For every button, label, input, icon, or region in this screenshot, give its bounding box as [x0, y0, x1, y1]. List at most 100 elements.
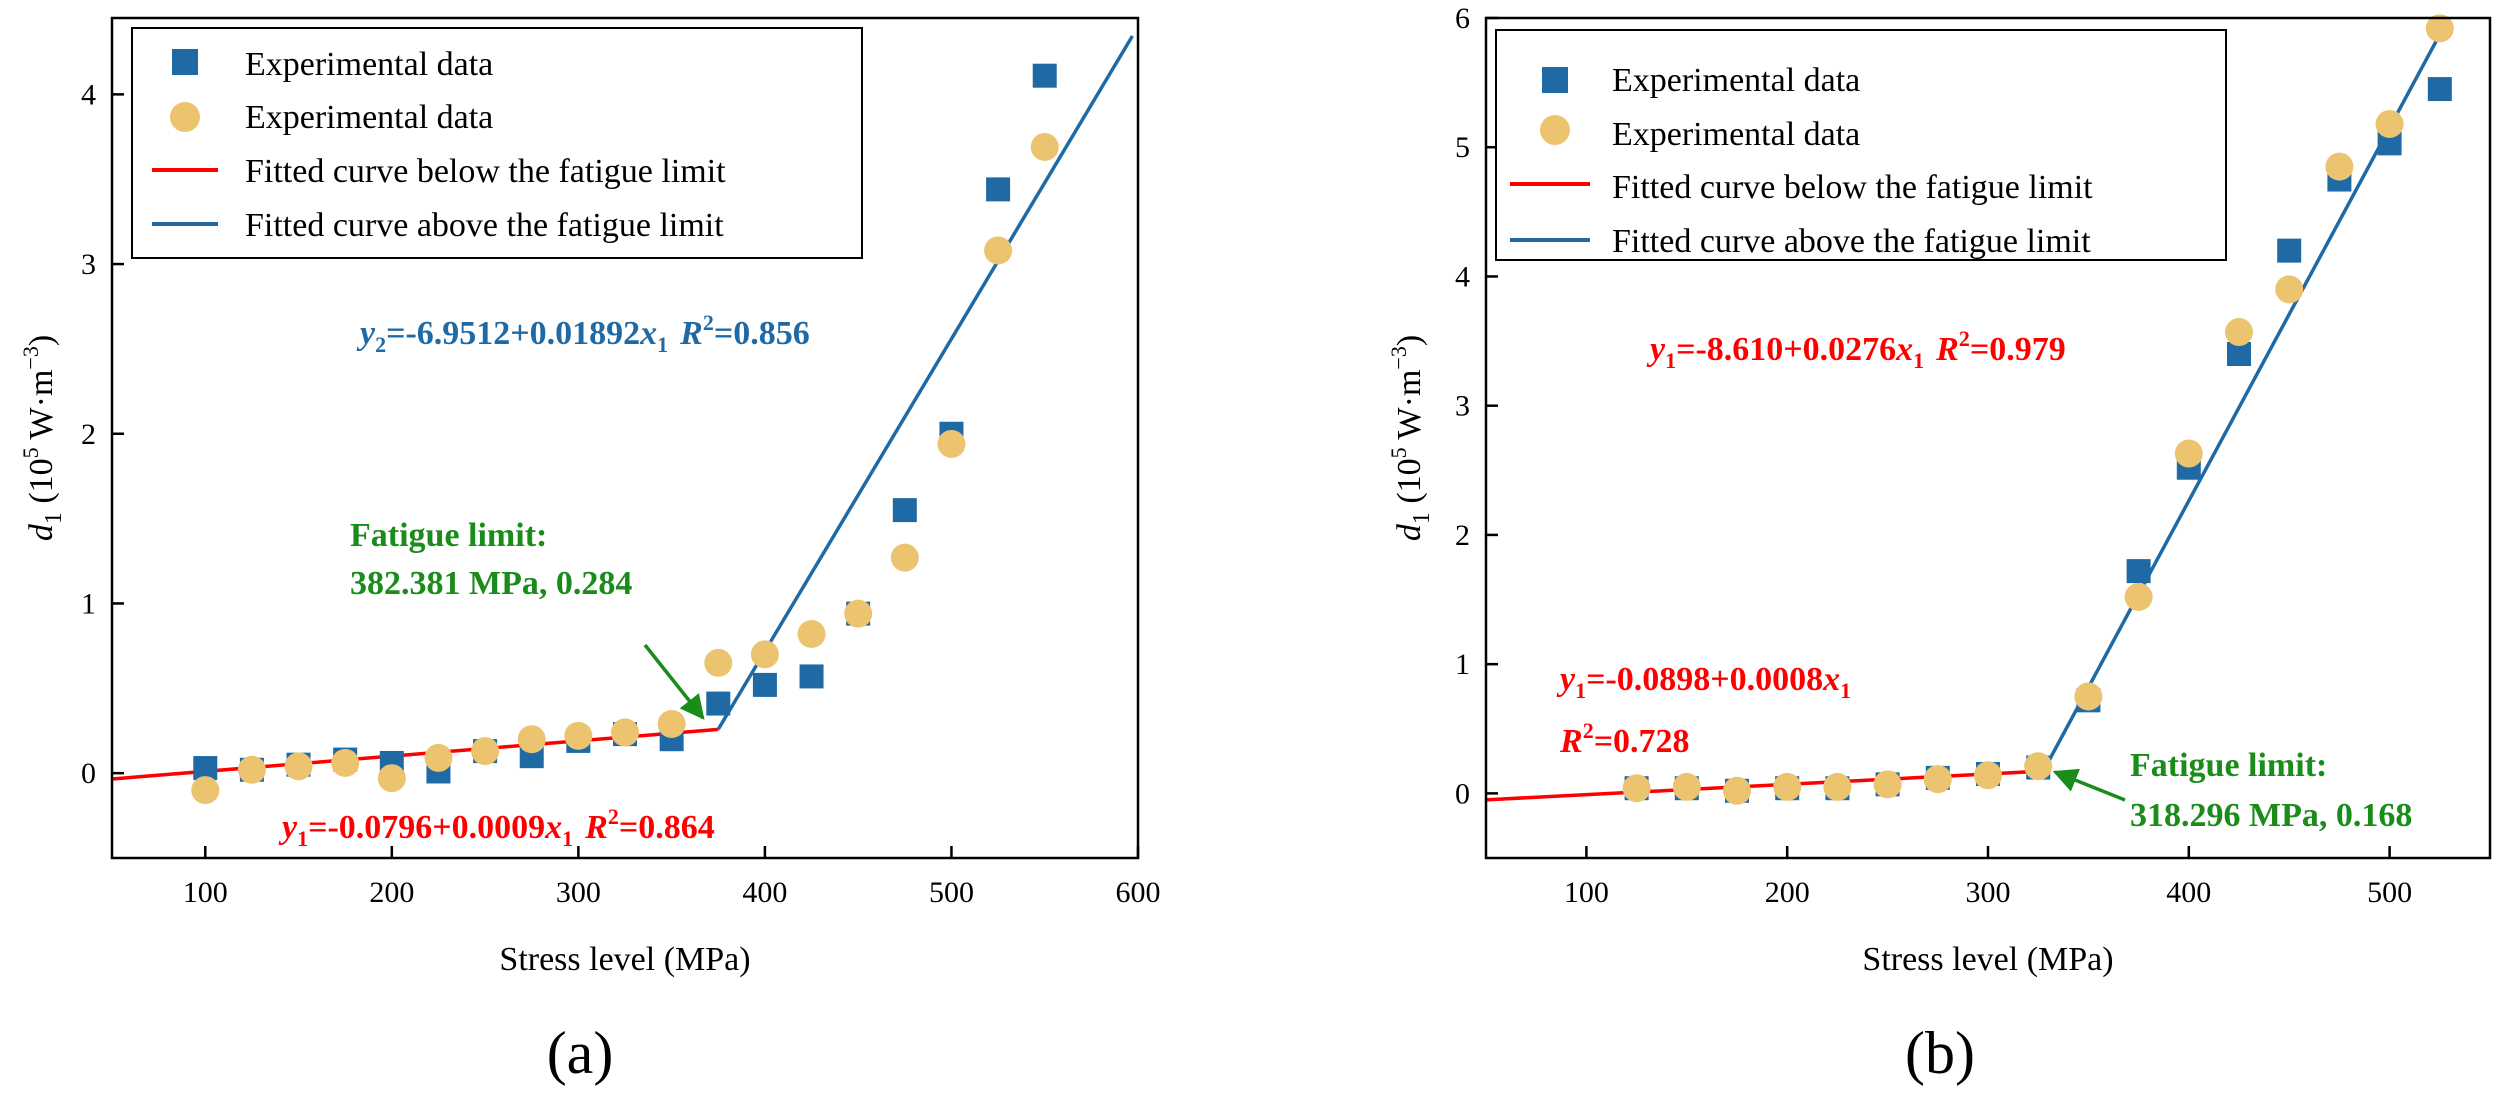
eq-b-up-var: y: [1646, 331, 1666, 368]
point-square-a-11: [706, 691, 731, 716]
point-circle-b-2: [1723, 776, 1751, 805]
legend-marker-square-a: [172, 49, 198, 75]
point-square-b-16: [2427, 77, 2452, 102]
eq-b-up-expr: =-8.610+0.0276: [1676, 331, 1896, 368]
fit-line-a-1: [716, 35, 1134, 731]
point-circle-a-18: [1030, 132, 1059, 161]
x-axis-title-a: Stress level (MPa): [499, 941, 750, 978]
point-circle-a-5: [424, 743, 453, 772]
fatigue-title-a: Fatigue limit:: [350, 517, 547, 554]
fit-line-b-0: [1485, 769, 2045, 802]
equation-upper-b: y1=-8.610+0.0276x1 R2=0.979: [1646, 326, 2066, 373]
eq-a-lo-rsup: 2: [608, 804, 619, 829]
y-title-a-sub: 1: [41, 512, 67, 524]
eq-a-lo-xvar: x: [544, 809, 562, 846]
point-square-b-13: [2277, 238, 2302, 263]
data-points-a: [191, 63, 1059, 805]
point-circle-a-13: [797, 620, 826, 648]
point-circle-b-15: [2375, 109, 2404, 138]
point-circle-b-12: [2225, 318, 2253, 347]
y-title-a-units: (10: [23, 458, 60, 512]
y-title-b-units2: W·m: [1391, 370, 1428, 448]
eq-a-lo-var: y: [278, 809, 298, 846]
y-tick-label-b-0: 0: [1455, 777, 1470, 810]
y-title-a-close: ): [23, 335, 60, 346]
eq-b-lo-rval: =0.728: [1594, 723, 1690, 760]
y-title-b-main: d: [1391, 523, 1428, 541]
y-tick-label-b-2: 2: [1455, 519, 1470, 552]
y-tick-label-b-3: 3: [1455, 390, 1470, 423]
legend-marker-square-b: [1542, 67, 1568, 93]
point-circle-b-14: [2325, 152, 2354, 181]
legend-label-a-2: Fitted curve below the fatigue limit: [245, 153, 726, 190]
point-circle-b-7: [1974, 761, 2002, 790]
legend-label-b-2: Fitted curve below the fatigue limit: [1612, 169, 2093, 206]
fatigue-title-b: Fatigue limit:: [2130, 747, 2327, 784]
point-circle-a-15: [890, 543, 919, 572]
y-tick-label-a-0: 0: [81, 757, 96, 790]
fatigue-arrow-a: [643, 643, 705, 720]
y-axis-ticks-b: 0 1 2 3 4 5 6: [1455, 2, 1498, 810]
point-circle-b-0: [1622, 774, 1651, 803]
point-circle-b-6: [1923, 765, 1952, 794]
point-circle-b-16: [2425, 14, 2454, 43]
y-title-b-exp: 5: [1386, 447, 1411, 458]
point-circle-b-1: [1672, 772, 1701, 801]
eq-a-up-rsup: 2: [703, 310, 714, 335]
x-tick-label-b-0: 100: [1564, 876, 1609, 909]
y-title-b-exp2: −3: [1386, 346, 1411, 369]
eq-a-lo-xsub: 1: [562, 826, 573, 851]
eq-b-up-sub: 1: [1665, 348, 1676, 373]
y-title-a-main: d: [23, 523, 60, 541]
plot-frame-a: [110, 16, 1140, 860]
x-tick-label-b-2: 300: [1966, 876, 2011, 909]
panel-label-b: (b): [1905, 1020, 1975, 1086]
y-tick-label-a-4: 4: [81, 78, 96, 111]
eq-b-lo-sub: 1: [1575, 678, 1586, 703]
point-square-a-13: [799, 664, 824, 689]
legend-label-b-0: Experimental data: [1612, 62, 1860, 99]
y-tick-label-a-2: 2: [81, 418, 96, 451]
eq-a-up-xvar: x: [639, 315, 657, 352]
eq-b-up-rval: =0.979: [1970, 331, 2066, 368]
y-title-b-units: (10: [1391, 458, 1428, 512]
y-tick-label-a-3: 3: [81, 248, 96, 281]
equation-upper-a: y2=-6.9512+0.01892x1 R2=0.856: [356, 310, 810, 357]
y-tick-label-a-1: 1: [81, 587, 96, 620]
point-circle-b-4: [1823, 772, 1852, 801]
point-circle-a-8: [564, 721, 593, 750]
equation-lower-a: y1=-0.0796+0.0009x1 R2=0.864: [278, 804, 715, 851]
eq-b-up-rsup: 2: [1959, 326, 1970, 351]
eq-b-up-xsub: 1: [1913, 348, 1924, 373]
point-square-a-17: [986, 177, 1011, 202]
y-axis-title-b: d1 (105 W·m−3): [1386, 335, 1435, 541]
data-points-b: [1622, 14, 2454, 805]
point-circle-a-2: [284, 752, 313, 781]
legend-a: Experimental data Experimental data Fitt…: [131, 27, 863, 259]
legend-b: Experimental data Experimental data Fitt…: [1495, 29, 2227, 261]
plot-frame-b: [1484, 16, 2492, 860]
eq-b-lo-xsub: 1: [1840, 678, 1851, 703]
point-circle-a-4: [377, 764, 406, 793]
y-tick-label-b-4: 4: [1455, 260, 1470, 293]
chart-panel-a: 100 200 300 400 500 600 0 1 2 3 4 Experimental da…: [18, 16, 1161, 1086]
y-title-a-exp2: −3: [18, 346, 43, 369]
legend-label-b-1: Experimental data: [1612, 116, 1860, 153]
eq-a-lo-sub: 1: [297, 826, 308, 851]
y-tick-label-b-6: 6: [1455, 2, 1470, 35]
x-tick-label-b-3: 400: [2166, 876, 2211, 909]
point-circle-a-12: [750, 640, 779, 669]
point-circle-b-3: [1773, 772, 1802, 801]
eq-b-lo-r: R: [1559, 723, 1583, 760]
point-square-b-10: [2126, 559, 2151, 584]
legend-marker-circle-b: [1540, 115, 1570, 145]
y-tick-label-b-5: 5: [1455, 131, 1470, 164]
x-tick-label-b-1: 200: [1765, 876, 1810, 909]
point-circle-b-10: [2124, 582, 2153, 611]
eq-a-lo-rval: =0.864: [619, 809, 715, 846]
y-axis-ticks-a: 0 1 2 3 4: [81, 78, 124, 790]
eq-a-up-expr: =-6.9512+0.01892: [386, 315, 640, 352]
fatigue-value-a: 382.381 MPa, 0.284: [350, 565, 632, 602]
y-title-a-exp: 5: [18, 447, 43, 458]
y-title-b-close: ): [1391, 335, 1428, 346]
